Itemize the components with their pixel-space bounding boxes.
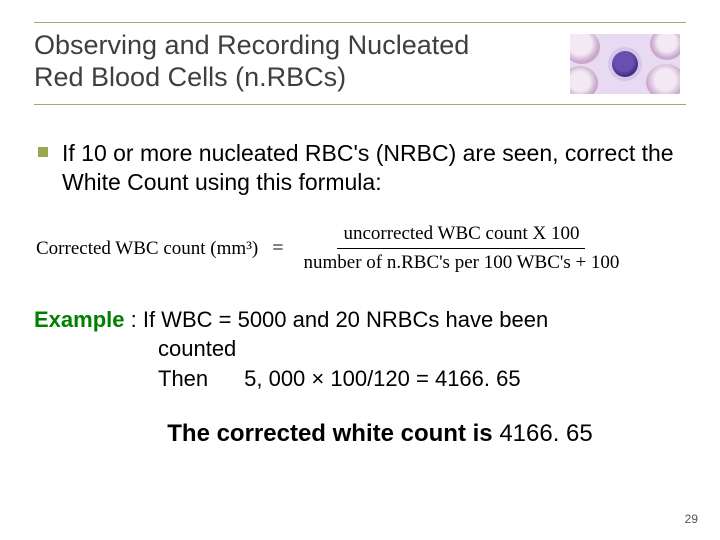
example-colon: : <box>125 307 143 332</box>
example-then: Then <box>158 364 238 394</box>
conclusion-bold: The corrected white count is <box>167 420 499 447</box>
page-number: 29 <box>685 512 698 526</box>
nucleated-cell-icon <box>612 51 638 77</box>
rbc-cell-icon <box>646 64 680 94</box>
slide: Observing and Recording Nucleated Red Bl… <box>0 0 720 540</box>
example-block: Example : If WBC = 5000 and 20 NRBCs hav… <box>34 305 686 394</box>
formula-lhs: Corrected WBC count (mm³) <box>36 238 258 260</box>
example-calc: 5, 000 × 100/120 = 4166. 65 <box>244 366 520 391</box>
title-rule-top <box>34 22 686 23</box>
conclusion-value: 4166. 65 <box>499 420 592 447</box>
formula-denominator: number of n.RBC's per 100 WBC's + 100 <box>298 249 626 275</box>
example-label: Example <box>34 307 125 332</box>
example-text-1: If WBC = 5000 and 20 NRBCs have been <box>143 307 548 332</box>
bullet-item: If 10 or more nucleated RBC's (NRBC) are… <box>34 139 686 197</box>
formula-equals: = <box>272 237 283 260</box>
bullet-square-icon <box>38 147 48 157</box>
slide-body: If 10 or more nucleated RBC's (NRBC) are… <box>34 115 686 448</box>
conclusion: The corrected white count is 4166. 65 <box>34 420 686 448</box>
title-block: Observing and Recording Nucleated Red Bl… <box>34 22 686 115</box>
rbc-cell-icon <box>570 66 598 94</box>
example-line-3: Then 5, 000 × 100/120 = 4166. 65 <box>34 364 686 394</box>
formula: Corrected WBC count (mm³) = uncorrected … <box>34 222 686 275</box>
formula-numerator: uncorrected WBC count X 100 <box>337 222 585 249</box>
bullet-text: If 10 or more nucleated RBC's (NRBC) are… <box>62 139 686 197</box>
nrbc-microscope-image <box>570 34 680 94</box>
formula-fraction: uncorrected WBC count X 100 number of n.… <box>298 222 626 275</box>
rbc-cell-icon <box>650 34 680 60</box>
slide-title: Observing and Recording Nucleated Red Bl… <box>34 29 504 94</box>
example-line-1: Example : If WBC = 5000 and 20 NRBCs hav… <box>34 305 686 335</box>
example-line-2: counted <box>34 334 686 364</box>
rbc-cell-icon <box>570 34 600 64</box>
title-rule-bottom <box>34 104 686 105</box>
